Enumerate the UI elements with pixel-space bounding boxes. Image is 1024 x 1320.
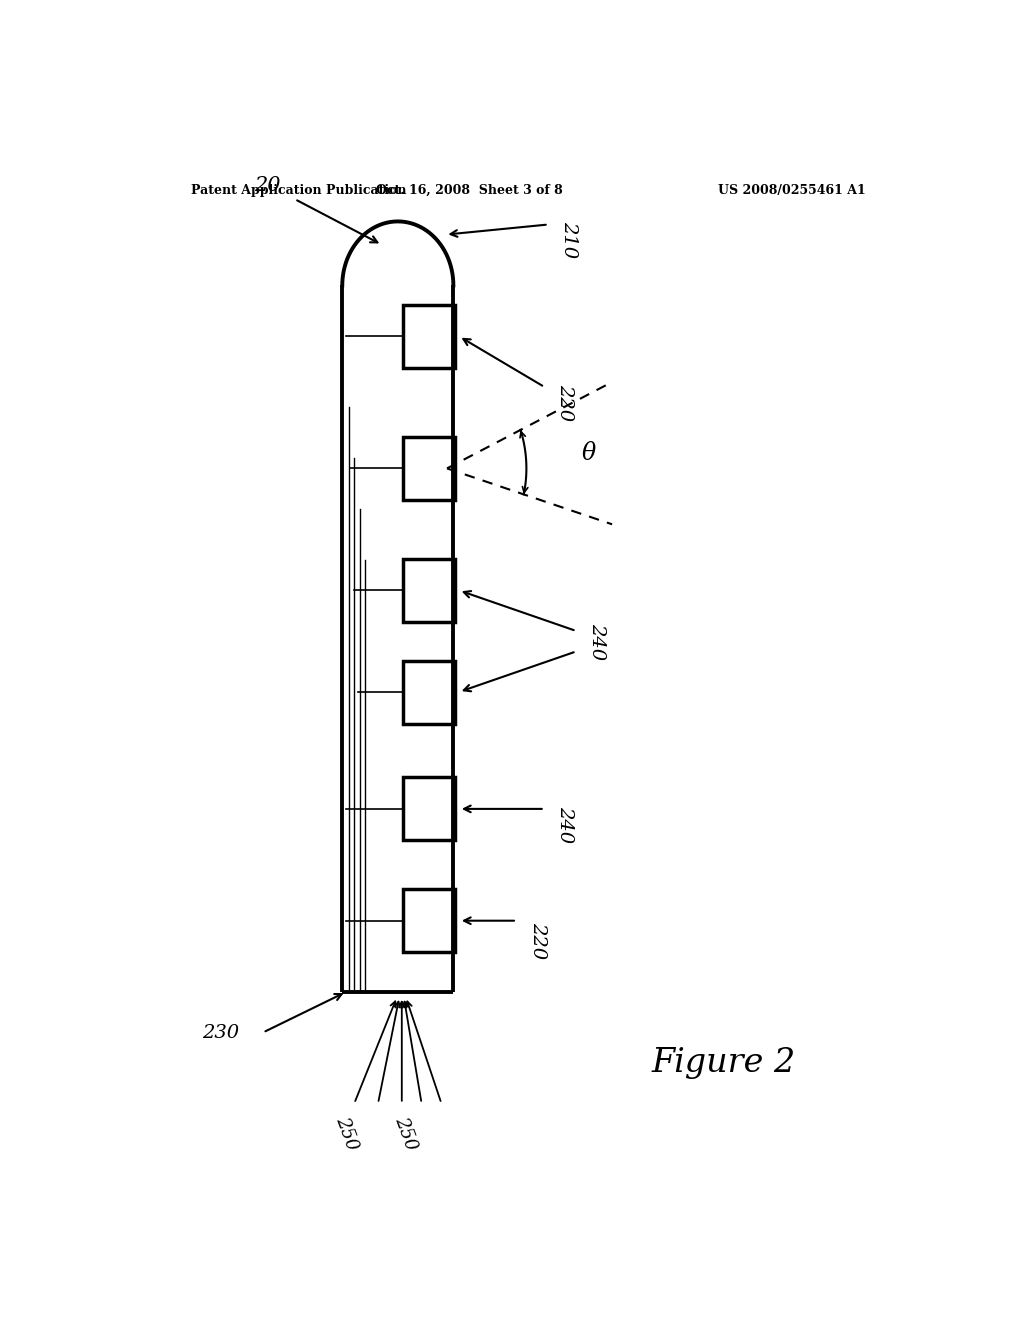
- Text: Oct. 16, 2008  Sheet 3 of 8: Oct. 16, 2008 Sheet 3 of 8: [376, 183, 562, 197]
- Text: 240: 240: [557, 805, 574, 842]
- Text: θ: θ: [582, 442, 596, 465]
- Text: 250: 250: [391, 1114, 420, 1152]
- Text: 250: 250: [332, 1114, 360, 1152]
- Bar: [403, 437, 455, 500]
- Bar: [403, 558, 455, 622]
- Text: 20: 20: [254, 177, 281, 195]
- Text: Patent Application Publication: Patent Application Publication: [191, 183, 407, 197]
- Text: US 2008/0255461 A1: US 2008/0255461 A1: [718, 183, 866, 197]
- Bar: [403, 890, 455, 952]
- Text: Figure 2: Figure 2: [651, 1047, 796, 1078]
- Text: 220: 220: [557, 384, 574, 421]
- Text: 240: 240: [588, 623, 606, 660]
- Bar: [403, 660, 455, 723]
- Bar: [403, 305, 455, 368]
- Text: 220: 220: [528, 923, 547, 960]
- Text: 230: 230: [202, 1023, 240, 1041]
- Bar: [403, 777, 455, 841]
- Text: 210: 210: [560, 222, 579, 259]
